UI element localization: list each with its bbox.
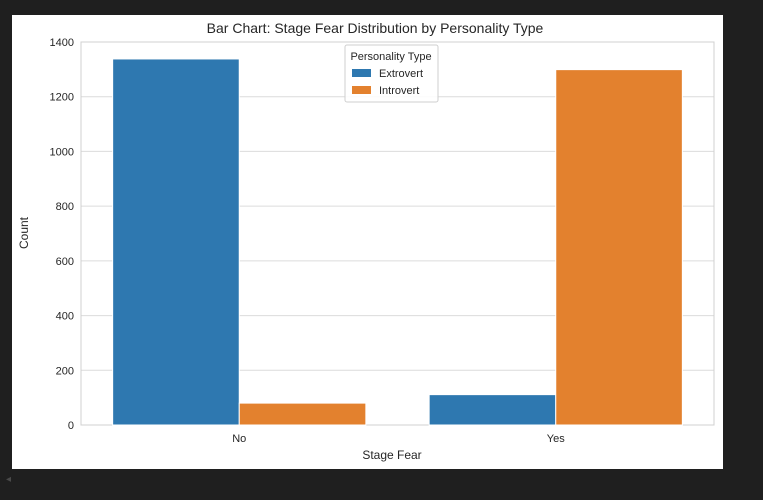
- y-tick-label: 200: [56, 365, 74, 377]
- x-tick-label: No: [232, 433, 246, 445]
- y-tick-label: 0: [68, 420, 74, 432]
- caret-left-icon: ◂: [6, 474, 12, 485]
- chart-figure: 0 200 400 600 800 1000 1200 1400 No Yes Bar Char…: [12, 15, 723, 469]
- legend-swatch: [352, 69, 371, 77]
- legend-label: Introvert: [379, 85, 419, 97]
- y-tick-label: 1000: [50, 146, 74, 158]
- y-tick-labels: 0 200 400 600 800 1000 1200 1400: [50, 37, 74, 432]
- bar-chart: 0 200 400 600 800 1000 1200 1400 No Yes Bar Char…: [17, 20, 715, 462]
- y-tick-label: 1400: [50, 37, 74, 49]
- plot-frame: [80, 41, 715, 426]
- x-tick-labels: No Yes: [232, 433, 565, 445]
- y-tick-label: 1200: [50, 92, 74, 104]
- x-tick-label: Yes: [547, 433, 565, 445]
- y-tick-label: 800: [56, 201, 74, 213]
- chart-title: Bar Chart: Stage Fear Distribution by Pe…: [207, 20, 544, 36]
- bar-extrovert-yes: [428, 394, 557, 426]
- y-axis-label: Count: [17, 216, 31, 249]
- x-axis-label: Stage Fear: [362, 448, 421, 462]
- legend-label: Extrovert: [379, 68, 423, 80]
- bars: [112, 58, 683, 426]
- y-tick-label: 400: [56, 311, 74, 323]
- bar-extrovert-no: [112, 58, 240, 426]
- legend-title: Personality Type: [350, 51, 431, 63]
- legend: Personality Type Extrovert Introvert: [344, 44, 439, 103]
- y-tick-label: 600: [56, 256, 74, 268]
- legend-swatch: [352, 86, 371, 94]
- legend-items: Extrovert Introvert: [352, 68, 423, 97]
- bar-introvert-yes: [555, 69, 683, 426]
- bar-introvert-no: [238, 402, 367, 426]
